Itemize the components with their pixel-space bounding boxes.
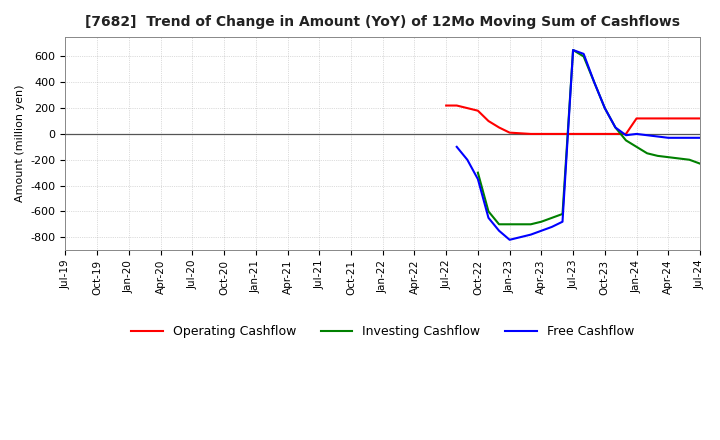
Line: Free Cashflow: Free Cashflow <box>456 50 700 240</box>
Line: Investing Cashflow: Investing Cashflow <box>478 50 700 224</box>
Legend: Operating Cashflow, Investing Cashflow, Free Cashflow: Operating Cashflow, Investing Cashflow, … <box>127 320 639 343</box>
Investing Cashflow <box>696 161 704 166</box>
Y-axis label: Amount (million yen): Amount (million yen) <box>15 85 25 202</box>
Free Cashflow <box>696 135 704 140</box>
Investing Cashflow <box>611 125 620 130</box>
Operating Cashflow <box>611 131 620 136</box>
Operating Cashflow <box>442 103 451 108</box>
Free Cashflow <box>611 125 620 130</box>
Operating Cashflow <box>696 116 704 121</box>
Line: Operating Cashflow: Operating Cashflow <box>446 106 700 134</box>
Title: [7682]  Trend of Change in Amount (YoY) of 12Mo Moving Sum of Cashflows: [7682] Trend of Change in Amount (YoY) o… <box>85 15 680 29</box>
